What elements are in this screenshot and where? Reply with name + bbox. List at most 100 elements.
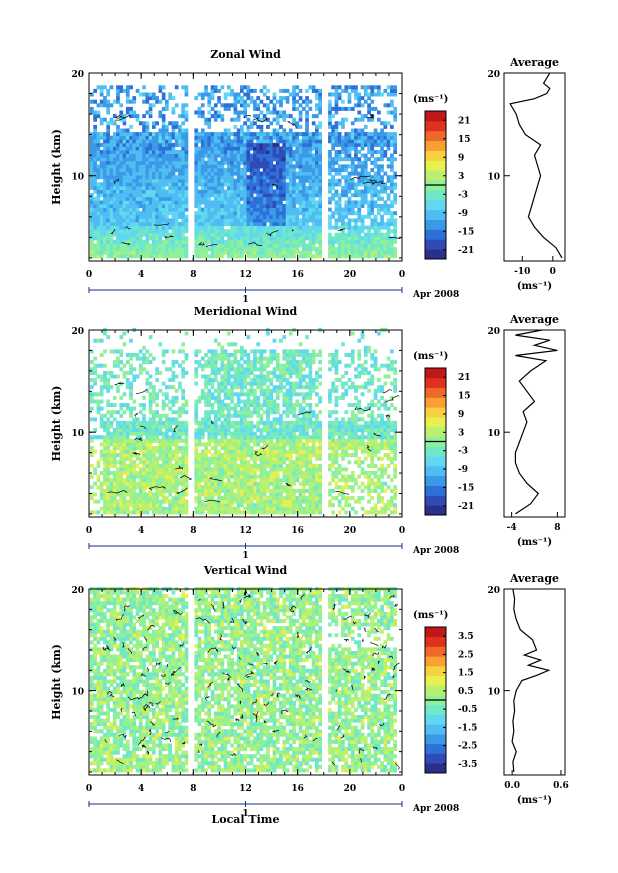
heatmap-cell — [207, 225, 212, 230]
heatmap-cell — [184, 463, 189, 468]
heatmap-cell — [200, 456, 205, 461]
colorbar-segment — [425, 239, 446, 250]
heatmap-cell — [220, 438, 225, 443]
heatmap-cell — [266, 218, 270, 223]
contour-line — [114, 114, 131, 121]
heatmap-cell — [350, 171, 355, 176]
heatmap-cell — [357, 243, 362, 248]
heatmap-cell — [122, 222, 127, 226]
heatmap-cell — [311, 189, 316, 194]
heatmap-cell — [207, 132, 212, 137]
heatmap-cell — [383, 200, 388, 205]
heatmap-cell — [217, 506, 221, 511]
heatmap-cell — [132, 239, 137, 244]
heatmap-cell — [119, 435, 124, 440]
heatmap-cell — [93, 168, 97, 172]
heatmap-cell — [298, 218, 303, 223]
heatmap-cell — [227, 363, 231, 368]
heatmap-cell — [138, 135, 143, 140]
heatmap-cell — [292, 243, 296, 248]
heatmap-cell — [373, 92, 378, 97]
heatmap-cell — [386, 222, 391, 226]
heatmap-cell — [181, 150, 185, 154]
heatmap-cell — [236, 168, 241, 172]
heatmap-cell — [184, 229, 189, 234]
heatmap-cell — [350, 236, 355, 241]
heatmap-cell — [357, 229, 362, 234]
heatmap-cell — [116, 232, 120, 237]
heatmap-cell — [129, 413, 133, 418]
heatmap-cell — [145, 200, 150, 205]
heatmap-cell — [119, 428, 124, 433]
heatmap-cell — [142, 211, 146, 216]
heatmap-cell — [138, 410, 143, 415]
heatmap-cell — [142, 463, 146, 468]
heatmap-cell — [122, 453, 127, 458]
heatmap-cell — [119, 247, 124, 252]
heatmap-cell — [328, 239, 332, 244]
heatmap-cell — [357, 239, 362, 244]
heatmap-cell — [308, 193, 313, 198]
heatmap-cell — [363, 196, 368, 201]
heatmap-cell — [220, 171, 225, 176]
heatmap-cell — [243, 160, 247, 165]
heatmap-cell — [200, 225, 205, 230]
heatmap-cell — [285, 193, 290, 198]
heatmap-cell — [96, 157, 101, 162]
heatmap-cell — [129, 229, 133, 234]
heatmap-cell — [194, 214, 199, 219]
heatmap-cell — [152, 232, 156, 237]
heatmap-cell — [386, 142, 391, 147]
heatmap-cell — [106, 506, 110, 511]
heatmap-cell — [334, 211, 339, 216]
heatmap-cell — [155, 370, 159, 375]
heatmap-cell — [213, 349, 218, 354]
heatmap-cell — [204, 460, 208, 465]
heatmap-cell — [223, 413, 228, 418]
heatmap-cell — [328, 250, 332, 255]
heatmap-cell — [158, 471, 163, 475]
heatmap-cell — [174, 506, 179, 511]
heatmap-cell — [357, 232, 362, 237]
heatmap-cell — [129, 446, 133, 450]
heatmap-cell — [370, 247, 375, 252]
heatmap-cell — [122, 510, 127, 515]
heatmap-cell — [315, 103, 319, 108]
heatmap-cell — [236, 247, 241, 252]
heatmap-cell — [298, 142, 303, 147]
heatmap-cell — [106, 247, 110, 252]
heatmap-cell — [158, 236, 163, 241]
heatmap-cell — [99, 225, 104, 230]
heatmap-cell — [93, 135, 97, 140]
heatmap-cell — [112, 99, 117, 104]
heatmap-cell — [266, 171, 270, 176]
heatmap-cell — [145, 460, 150, 465]
heatmap-cell — [181, 146, 185, 151]
heatmap-cell — [103, 239, 107, 244]
heatmap-cell — [125, 186, 130, 190]
heatmap-cell — [129, 193, 133, 198]
heatmap-cell — [138, 442, 143, 447]
heatmap-cell — [165, 395, 169, 400]
heatmap-cell — [272, 142, 277, 147]
heatmap-cell — [174, 135, 179, 140]
heatmap-cell — [184, 485, 189, 490]
heatmap-cell — [165, 506, 169, 511]
heatmap-cell — [178, 160, 182, 165]
heatmap-cell — [112, 446, 117, 450]
heatmap-cell — [380, 153, 384, 158]
heatmap-cell — [178, 431, 182, 436]
heatmap-cell — [207, 403, 212, 408]
heatmap-cell — [210, 395, 215, 400]
heatmap-cell — [129, 182, 133, 187]
heatmap-cell — [148, 395, 153, 400]
heatmap-cell — [90, 207, 94, 212]
heatmap-cell — [210, 471, 215, 475]
heatmap-cell — [138, 485, 143, 490]
heatmap-cell — [227, 182, 231, 187]
heatmap-cell — [240, 178, 244, 183]
heatmap-cell — [116, 96, 120, 101]
heatmap-cell — [165, 236, 169, 241]
heatmap-cell — [386, 132, 391, 137]
heatmap-cell — [152, 410, 156, 415]
